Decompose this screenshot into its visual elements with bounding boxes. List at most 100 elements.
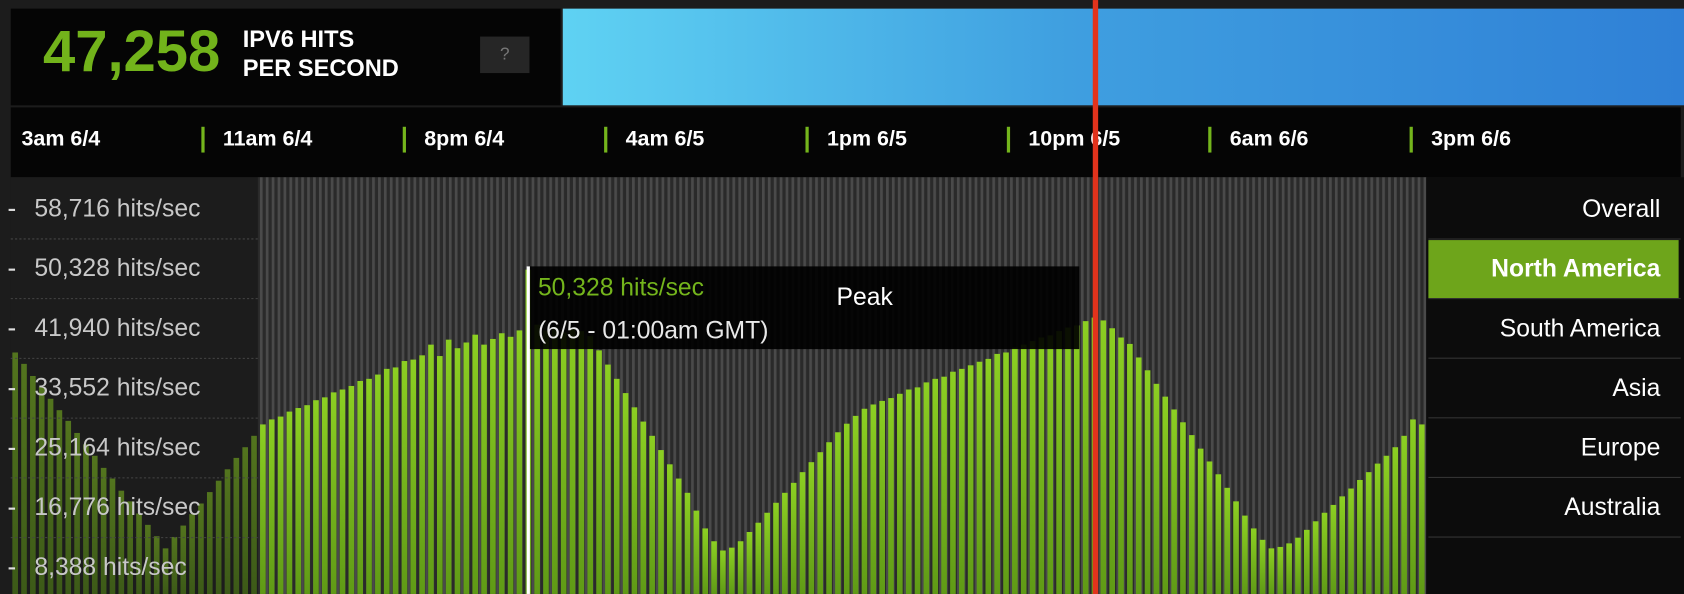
bar bbox=[1029, 341, 1036, 594]
region-item[interactable] bbox=[1428, 180, 1679, 239]
bar bbox=[852, 415, 859, 594]
bar bbox=[1197, 448, 1204, 594]
bar bbox=[888, 398, 894, 594]
region-label[interactable]: Australia bbox=[1564, 494, 1660, 521]
bar bbox=[516, 330, 523, 594]
bar bbox=[950, 371, 956, 594]
bar bbox=[339, 389, 346, 594]
bar bbox=[357, 380, 364, 594]
region-label[interactable]: North America bbox=[1491, 256, 1660, 283]
timeline-label: 3am 6/4 bbox=[21, 126, 100, 150]
bar bbox=[463, 342, 470, 594]
bar bbox=[622, 393, 629, 594]
counter-label: PER SECOND bbox=[243, 56, 399, 82]
region-item[interactable] bbox=[1428, 418, 1679, 477]
region-label[interactable]: Europe bbox=[1581, 434, 1661, 461]
bar bbox=[348, 385, 355, 594]
axis-panel bbox=[10, 177, 258, 594]
bar bbox=[1224, 487, 1231, 594]
bar bbox=[1259, 539, 1266, 594]
bar bbox=[366, 378, 372, 594]
bar bbox=[923, 382, 930, 594]
bar bbox=[534, 324, 540, 594]
y-tick-label: 25,164 hits/sec bbox=[34, 434, 200, 461]
bar bbox=[870, 404, 877, 594]
bar bbox=[268, 419, 275, 594]
bar bbox=[277, 416, 284, 594]
bar bbox=[1268, 548, 1275, 594]
bar bbox=[587, 336, 594, 594]
bar bbox=[1215, 474, 1222, 594]
bar bbox=[1357, 479, 1363, 594]
bar bbox=[1321, 512, 1328, 594]
bar bbox=[313, 400, 319, 594]
counter-label: IPV6 HITS bbox=[243, 27, 355, 53]
timeline-label: 10pm 6/5 bbox=[1028, 126, 1120, 150]
region-label[interactable]: South America bbox=[1500, 315, 1661, 342]
bar bbox=[861, 408, 868, 594]
bar bbox=[1038, 337, 1045, 594]
bar bbox=[392, 367, 399, 594]
y-tick-label: 58,716 hits/sec bbox=[34, 195, 200, 222]
help-button[interactable] bbox=[480, 36, 530, 74]
timeline-tick bbox=[201, 126, 205, 153]
bar bbox=[1250, 528, 1257, 594]
bar bbox=[1286, 543, 1292, 594]
plot-stripes bbox=[257, 177, 1427, 594]
bar bbox=[286, 411, 293, 594]
region-item[interactable] bbox=[1428, 478, 1679, 537]
timeline-tick bbox=[805, 126, 809, 153]
region-item[interactable] bbox=[1428, 240, 1679, 299]
bar bbox=[764, 512, 770, 594]
bar bbox=[1127, 343, 1133, 594]
bar bbox=[613, 378, 620, 594]
timeline-tick bbox=[604, 126, 608, 153]
bar bbox=[1144, 370, 1151, 594]
bar bbox=[321, 397, 328, 594]
region-item[interactable] bbox=[1428, 359, 1679, 418]
bar bbox=[1073, 325, 1080, 594]
bar bbox=[1339, 496, 1346, 594]
bar bbox=[817, 452, 824, 594]
region-label[interactable]: Overall bbox=[1582, 196, 1660, 223]
bar bbox=[782, 492, 788, 594]
bar bbox=[976, 361, 983, 594]
bar bbox=[578, 331, 585, 594]
bar bbox=[835, 432, 841, 594]
y-tick-label: 8,388 hits/sec bbox=[34, 554, 186, 581]
bar bbox=[498, 333, 505, 594]
bar bbox=[994, 353, 1000, 594]
bar bbox=[985, 358, 992, 594]
bar bbox=[667, 464, 673, 594]
bar bbox=[1392, 447, 1399, 594]
banner bbox=[562, 8, 1684, 106]
region-label[interactable]: Asia bbox=[1612, 375, 1660, 402]
timeline-tick bbox=[1208, 126, 1212, 153]
bar bbox=[737, 541, 744, 594]
bar bbox=[1012, 347, 1018, 594]
bar bbox=[605, 364, 611, 594]
bar bbox=[1233, 501, 1239, 594]
bar bbox=[1109, 328, 1115, 594]
bar bbox=[720, 550, 726, 594]
bar bbox=[1047, 335, 1054, 594]
timeline-label: 6am 6/6 bbox=[1230, 126, 1309, 150]
bar bbox=[914, 387, 921, 594]
timeline-tick bbox=[1006, 126, 1011, 153]
region-item[interactable] bbox=[1428, 299, 1679, 358]
bar bbox=[596, 350, 602, 594]
bar bbox=[1303, 529, 1310, 594]
bar bbox=[428, 344, 434, 594]
bar bbox=[419, 355, 425, 594]
bar bbox=[675, 478, 682, 594]
bar bbox=[569, 328, 576, 594]
peak-line bbox=[526, 266, 530, 594]
bar bbox=[826, 442, 832, 594]
bar bbox=[693, 510, 700, 594]
bar bbox=[375, 374, 381, 594]
time-cursor bbox=[1092, 0, 1099, 594]
help-icon[interactable]: ? bbox=[500, 43, 510, 63]
tooltip-value: 50,328 hits/sec bbox=[538, 274, 704, 301]
bar bbox=[437, 356, 443, 594]
